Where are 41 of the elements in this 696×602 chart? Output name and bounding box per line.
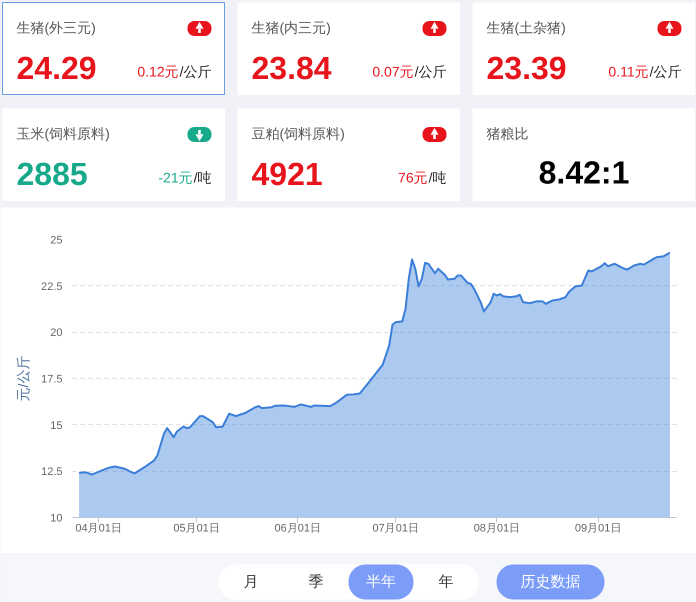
text: 23.39 [486,50,567,86]
x-tick-label: 07月01日 [372,522,419,534]
category-label: 月 [244,574,258,590]
category-label: 历史数据 [520,574,580,590]
text: 4921 [252,156,323,192]
text: 生猪(内三元) [252,20,331,36]
y-tick-label: 22.5 [41,280,63,293]
y-tick-label: 20 [50,327,63,340]
data-label: 76元 [398,170,428,186]
data-label: 0.12元 [137,64,179,80]
text: 豆粕(饲料原料) [252,126,345,142]
x-tick-label: 09月01日 [574,522,622,534]
y-tick-label: 15 [50,420,63,432]
text: 23.84 [252,50,332,86]
x-tick-label: 05月01日 [173,522,220,534]
x-tick-label: 08月01日 [474,522,520,534]
y-tick-label: 10 [50,512,63,524]
x-tick-label: 06月01日 [274,522,322,534]
data-label: 0.11元 [608,64,649,80]
text: 生猪(土杂猪) [486,20,566,36]
y-axis-title: 元/公斤 [15,356,32,402]
category-label: 年 [438,574,454,590]
text: /吨 [194,170,212,186]
category-label: 半年 [366,574,396,590]
y-tick-label: 25 [50,234,63,246]
text: 24.29 [16,50,97,86]
text: /吨 [428,170,446,186]
text: /公斤 [180,64,212,80]
x-tick-label: 04月01日 [75,522,122,534]
text: /公斤 [650,64,682,80]
data-label: -21元 [158,170,193,186]
text: 8.42:1 [538,154,630,190]
data-label: 0.07元 [372,64,414,80]
category-label: 季 [308,574,324,590]
text: 玉米(饲料原料) [16,126,110,142]
text: /公斤 [414,64,446,80]
y-tick-label: 17.5 [41,374,63,386]
text: 生猪(外三元) [16,20,96,36]
text: 2885 [16,156,88,192]
text: 猪粮比 [486,126,528,142]
y-tick-label: 12.5 [41,466,63,478]
